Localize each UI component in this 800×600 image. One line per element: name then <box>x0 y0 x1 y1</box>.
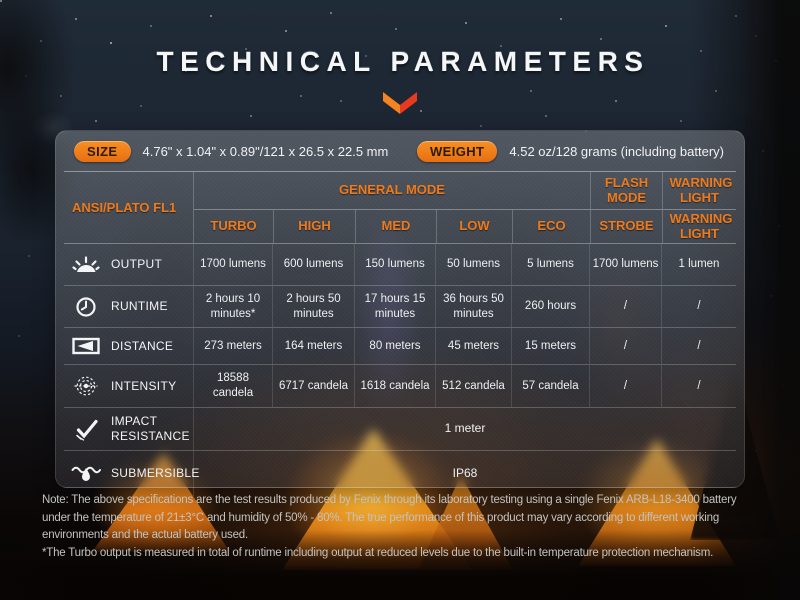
table-row-submersible: SUBMERSIBLE IP68 <box>64 451 736 496</box>
impact-resistance-icon <box>70 417 102 441</box>
table-row-impact-resistance: IMPACT RESISTANCE 1 meter <box>64 408 736 451</box>
row-label-distance: DISTANCE <box>64 328 193 364</box>
intensity-eco: 57 candela <box>511 365 589 407</box>
mode-low: LOW <box>436 210 512 243</box>
header: TECHNICAL PARAMETERS <box>0 46 800 114</box>
size-weight-row: SIZE 4.76" x 1.04" x 0.89"/121 x 26.5 x … <box>64 131 736 172</box>
distance-turbo: 273 meters <box>193 328 272 364</box>
output-icon <box>70 254 102 276</box>
table-row-output: OUTPUT 1700 lumens 600 lumens 150 lumens… <box>64 244 736 286</box>
submersible-value: IP68 <box>193 451 736 496</box>
mode-high: HIGH <box>273 210 355 243</box>
output-warning: 1 lumen <box>661 244 736 285</box>
runtime-icon <box>70 296 102 318</box>
warning-light-group: WARNING LIGHT <box>662 172 736 209</box>
dark-ground <box>0 530 800 600</box>
spec-panel: SIZE 4.76" x 1.04" x 0.89"/121 x 26.5 x … <box>55 130 745 496</box>
distance-eco: 15 meters <box>511 328 589 364</box>
table-header-columns: GENERAL MODE FLASH MODE WARNING LIGHT TU… <box>193 172 736 243</box>
mode-group-row: GENERAL MODE FLASH MODE WARNING LIGHT <box>194 172 736 210</box>
size-badge: SIZE <box>74 140 131 162</box>
intensity-turbo: 18588 candela <box>193 365 272 407</box>
mode-eco: ECO <box>512 210 590 243</box>
runtime-low: 36 hours 50 minutes <box>435 286 511 327</box>
note-main: Note: The above specifications are the t… <box>42 494 737 541</box>
output-med: 150 lumens <box>354 244 435 285</box>
intensity-low: 512 candela <box>435 365 511 407</box>
size-spec: SIZE 4.76" x 1.04" x 0.89"/121 x 26.5 x … <box>74 140 389 162</box>
weight-spec: WEIGHT 4.52 oz/128 grams (including batt… <box>416 140 724 162</box>
output-turbo: 1700 lumens <box>193 244 272 285</box>
table-row-intensity: INTENSITY 18588 candela 6717 candela 161… <box>64 365 736 408</box>
intensity-strobe: / <box>589 365 661 407</box>
row-label-output: OUTPUT <box>64 244 193 285</box>
size-value: 4.76" x 1.04" x 0.89"/121 x 26.5 x 22.5 … <box>142 143 389 159</box>
submersible-icon <box>70 463 102 485</box>
mode-row: TURBO HIGH MED LOW ECO STROBE WARNING LI… <box>194 210 736 243</box>
output-strobe: 1700 lumens <box>589 244 661 285</box>
runtime-eco: 260 hours <box>511 286 589 327</box>
intensity-high: 6717 candela <box>272 365 354 407</box>
runtime-strobe: / <box>589 286 661 327</box>
chevron-down-icon <box>383 92 417 114</box>
table-row-runtime: RUNTIME 2 hours 10 minutes* 2 hours 50 m… <box>64 286 736 328</box>
flash-mode-group: FLASH MODE <box>590 172 662 209</box>
ansi-plato-label: ANSI/PLATO FL1 <box>72 200 177 215</box>
distance-high: 164 meters <box>272 328 354 364</box>
impact-resistance-value: 1 meter <box>193 408 736 450</box>
row-label-runtime: RUNTIME <box>64 286 193 327</box>
distance-icon <box>70 336 102 356</box>
page-title: TECHNICAL PARAMETERS <box>156 46 650 77</box>
intensity-med: 1618 candela <box>354 365 435 407</box>
runtime-turbo: 2 hours 10 minutes* <box>193 286 272 327</box>
mode-strobe: STROBE <box>590 210 662 243</box>
mode-warning-light: WARNING LIGHT <box>662 210 736 243</box>
table-header: ANSI/PLATO FL1 GENERAL MODE FLASH MODE W… <box>64 172 736 244</box>
distance-warning: / <box>661 328 736 364</box>
mode-turbo: TURBO <box>210 218 257 234</box>
note-turbo: *The Turbo output is measured in total o… <box>42 546 714 559</box>
intensity-warning: / <box>661 365 736 407</box>
footnotes: Note: The above specifications are the t… <box>42 492 757 562</box>
runtime-med: 17 hours 15 minutes <box>354 286 435 327</box>
output-low: 50 lumens <box>435 244 511 285</box>
row-label-intensity: INTENSITY <box>64 365 193 407</box>
table-row-distance: DISTANCE 273 meters 164 meters 80 meters… <box>64 328 736 365</box>
row-label-submersible: SUBMERSIBLE <box>64 451 199 496</box>
row-label-impact-resistance: IMPACT RESISTANCE <box>64 408 193 450</box>
runtime-high: 2 hours 50 minutes <box>272 286 354 327</box>
weight-badge: WEIGHT <box>416 140 498 162</box>
mode-med: MED <box>355 210 436 243</box>
distance-med: 80 meters <box>354 328 435 364</box>
runtime-warning: / <box>661 286 736 327</box>
distance-strobe: / <box>589 328 661 364</box>
general-mode-group: GENERAL MODE <box>339 182 445 198</box>
intensity-icon <box>70 374 102 398</box>
distance-low: 45 meters <box>435 328 511 364</box>
output-high: 600 lumens <box>272 244 354 285</box>
weight-value: 4.52 oz/128 grams (including battery) <box>509 143 724 159</box>
output-eco: 5 lumens <box>511 244 589 285</box>
